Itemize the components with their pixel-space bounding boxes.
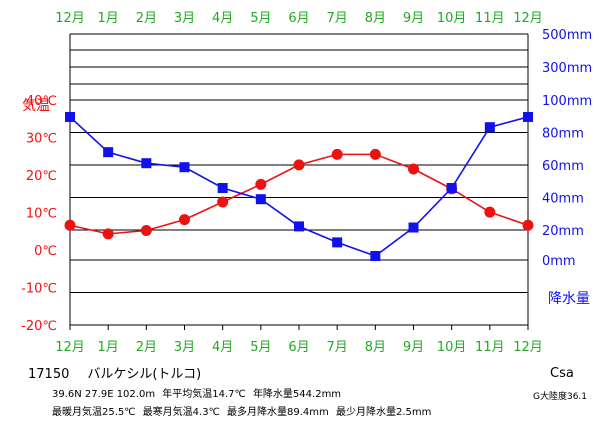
precipitation-point bbox=[446, 183, 457, 193]
month-label-bottom: 6月 bbox=[288, 340, 309, 355]
precip-tick-label: 80mm bbox=[542, 127, 584, 142]
temperature-point bbox=[140, 225, 152, 236]
chart-axes bbox=[69, 34, 529, 330]
month-label-top: 5月 bbox=[250, 11, 271, 26]
month-label-top: 7月 bbox=[327, 11, 348, 26]
precipitation-point bbox=[294, 221, 304, 232]
month-label-top: 12月 bbox=[513, 11, 543, 26]
temperature-point bbox=[408, 163, 419, 175]
month-label-bottom: 5月 bbox=[250, 340, 271, 355]
climate-chart: 12月 1月 2月 3月 4月 5月 6月 7月 8月 9月 10月 11月 12月 12月 1月 2月 3月 4… bbox=[21, 11, 592, 355]
precipitation-point bbox=[523, 111, 533, 122]
temperature-point bbox=[331, 148, 343, 160]
annual-temp: 年平均気温14.7℃ bbox=[162, 389, 246, 400]
stats-line-1: 39.6N 27.9E 102.0m 年平均気温14.7℃ 年降水量544.2m… bbox=[52, 385, 341, 400]
month-label-top: 1月 bbox=[98, 11, 119, 26]
precip-tick-label: 100mm bbox=[542, 94, 592, 109]
continentality-label: G大陸度36.1 bbox=[533, 392, 588, 402]
precipitation-point bbox=[179, 162, 190, 173]
temp-tick-label: -10℃ bbox=[21, 282, 57, 297]
month-label-top: 4月 bbox=[212, 11, 233, 26]
month-label-top: 11月 bbox=[475, 11, 505, 26]
precip-axis-title: 降水量 bbox=[548, 291, 590, 307]
warmest-month-temp: 最暖月気温25.5℃ bbox=[52, 407, 136, 418]
station-coords: 39.6N 27.9E 102.0m bbox=[52, 389, 156, 400]
precipitation-line bbox=[69, 116, 529, 257]
month-label-top: 10月 bbox=[437, 11, 467, 26]
precipitation-point bbox=[217, 183, 228, 193]
month-label-top: 9月 bbox=[403, 11, 424, 26]
month-label-bottom: 1月 bbox=[98, 340, 119, 355]
temp-tick-label: 40℃ bbox=[26, 94, 57, 109]
month-label-bottom: 10月 bbox=[437, 340, 467, 355]
temperature-point bbox=[102, 228, 114, 240]
precipitation-point bbox=[255, 194, 266, 205]
precip-tick-label: 500mm bbox=[542, 28, 592, 43]
precipitation-point bbox=[141, 158, 152, 169]
month-label-top: 3月 bbox=[174, 11, 195, 26]
month-label-bottom: 12月 bbox=[513, 340, 543, 355]
precipitation-point bbox=[103, 147, 114, 158]
temperature-point bbox=[293, 159, 305, 171]
chart-grid bbox=[70, 33, 528, 326]
month-label-bottom: 4月 bbox=[212, 340, 233, 355]
month-label-bottom: 12月 bbox=[55, 340, 85, 355]
temperature-point bbox=[255, 178, 267, 190]
station-line: 17150 バルケシル(トルコ) bbox=[28, 363, 215, 382]
temp-tick-label: 0℃ bbox=[34, 244, 57, 259]
temp-tick-label: 10℃ bbox=[26, 207, 57, 222]
precipitation-point bbox=[65, 111, 75, 122]
station-name: バルケシル(トルコ) bbox=[87, 367, 202, 382]
temperature-point bbox=[369, 148, 381, 160]
temperature-point bbox=[484, 206, 496, 218]
precipitation-point bbox=[484, 122, 495, 133]
climate-classification: Csa bbox=[550, 366, 574, 381]
temp-tick-label: 30℃ bbox=[26, 132, 57, 147]
precip-tick-label: 0mm bbox=[542, 254, 576, 269]
temp-tick-label: -20℃ bbox=[21, 319, 57, 334]
precipitation-point bbox=[370, 251, 381, 261]
month-label-top: 8月 bbox=[365, 11, 386, 26]
month-label-bottom: 2月 bbox=[136, 340, 157, 355]
precip-tick-label: 300mm bbox=[542, 61, 592, 76]
month-label-bottom: 3月 bbox=[174, 340, 195, 355]
month-label-bottom: 9月 bbox=[403, 340, 424, 355]
precip-tick-label: 60mm bbox=[542, 159, 584, 174]
annual-precip: 年降水量544.2mm bbox=[252, 389, 342, 400]
min-month-precip: 最少月降水量2.5mm bbox=[335, 407, 432, 418]
temperature-point bbox=[217, 196, 229, 208]
coldest-month-temp: 最寒月気温4.3℃ bbox=[142, 407, 220, 418]
precip-tick-label: 20mm bbox=[542, 224, 584, 239]
month-label-top: 2月 bbox=[136, 11, 157, 26]
chart-labels: 12月 1月 2月 3月 4月 5月 6月 7月 8月 9月 10月 11月 12月 12月 1月 2月 3月 4… bbox=[21, 11, 592, 355]
precipitation-series bbox=[65, 111, 533, 261]
month-label-bottom: 11月 bbox=[475, 340, 505, 355]
max-month-precip: 最多月降水量89.4mm bbox=[227, 407, 329, 418]
station-id: 17150 bbox=[28, 367, 70, 382]
month-label-bottom: 7月 bbox=[327, 340, 348, 355]
month-label-top: 6月 bbox=[288, 11, 309, 26]
temperature-point bbox=[522, 219, 534, 231]
precipitation-point bbox=[332, 237, 343, 248]
precipitation-point bbox=[408, 222, 419, 233]
month-label-bottom: 8月 bbox=[365, 340, 386, 355]
temperature-point bbox=[64, 219, 76, 231]
temp-axis-title: 気温 bbox=[22, 98, 50, 114]
precip-tick-label: 40mm bbox=[542, 192, 584, 207]
stats-line-2: 最暖月気温25.5℃ 最寒月気温4.3℃ 最多月降水量89.4mm 最少月降水量… bbox=[52, 403, 431, 418]
temp-tick-label: 20℃ bbox=[26, 169, 57, 184]
temperature-point bbox=[179, 214, 190, 226]
month-label-top: 12月 bbox=[55, 11, 85, 26]
